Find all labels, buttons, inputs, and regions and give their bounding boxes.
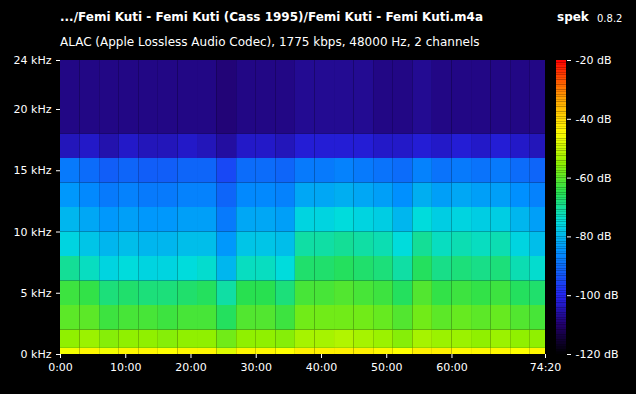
svg-text:30:00: 30:00 — [240, 361, 272, 374]
svg-text:5 kHz: 5 kHz — [21, 287, 52, 300]
svg-text:24 kHz: 24 kHz — [14, 54, 52, 67]
svg-text:15 kHz: 15 kHz — [14, 164, 52, 177]
svg-text:-40 dB: -40 dB — [576, 113, 612, 126]
svg-text:74:20: 74:20 — [530, 361, 562, 374]
svg-text:60:00: 60:00 — [436, 361, 468, 374]
svg-text:20:00: 20:00 — [175, 361, 207, 374]
html-text:.../Femi Kuti - Femi Kuti (Cas: .../Femi Kuti - Femi Kuti (Cass 1995)/Fe… — [60, 10, 483, 24]
svg-text:-120 dB: -120 dB — [576, 348, 619, 361]
html-text:ALAC (Apple Lossless Audio Cod: ALAC (Apple Lossless Audio Codec), 1775 … — [60, 35, 480, 49]
svg-text:-20 dB: -20 dB — [576, 54, 612, 67]
svg-text:-80 dB: -80 dB — [576, 230, 612, 243]
svg-text:-60 dB: -60 dB — [576, 172, 612, 185]
svg-text:10:00: 10:00 — [110, 361, 142, 374]
svg-text:0 kHz: 0 kHz — [21, 348, 52, 361]
svg-text:0:00: 0:00 — [48, 361, 73, 374]
svg-text:-100 dB: -100 dB — [576, 289, 619, 302]
svg-text:10 kHz: 10 kHz — [14, 226, 52, 239]
svg-text:20 kHz: 20 kHz — [14, 103, 52, 116]
svg-text:40:00: 40:00 — [306, 361, 338, 374]
html-text:spek: spek — [557, 10, 589, 24]
svg-text:50:00: 50:00 — [371, 361, 403, 374]
html-text:0.8.2: 0.8.2 — [597, 13, 623, 24]
